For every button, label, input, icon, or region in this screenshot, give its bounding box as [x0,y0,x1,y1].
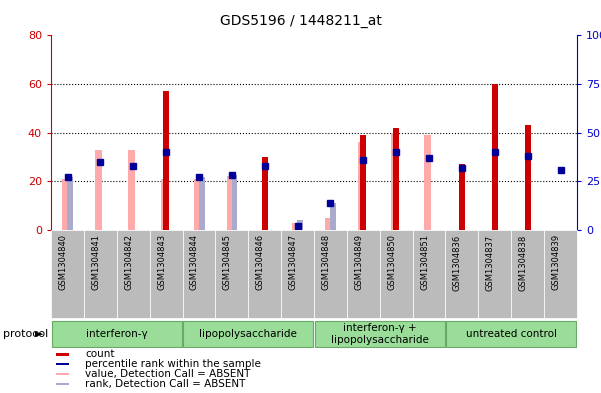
Text: protocol: protocol [3,329,48,339]
Bar [347,230,380,318]
Bar [231,175,237,230]
Bar [163,91,169,230]
Text: GSM1304838: GSM1304838 [519,234,528,290]
Bar [95,150,102,230]
Text: GDS5196 / 1448211_at: GDS5196 / 1448211_at [219,14,382,28]
Bar [413,230,445,318]
Bar [478,230,511,318]
Text: GSM1304846: GSM1304846 [255,234,264,290]
Bar [358,142,365,230]
Bar [194,179,201,230]
Bar [459,164,465,230]
Bar [445,230,478,318]
Bar [161,179,168,230]
Bar [51,230,84,318]
Text: lipopolysaccharide: lipopolysaccharide [200,329,297,339]
Text: value, Detection Call = ABSENT: value, Detection Call = ABSENT [85,369,251,379]
Bar [84,230,117,318]
Text: ►: ► [35,329,43,339]
Text: untreated control: untreated control [466,329,557,339]
Text: GSM1304848: GSM1304848 [322,234,331,290]
Bar [56,383,69,385]
Bar [325,218,332,230]
FancyBboxPatch shape [315,321,445,347]
Text: GSM1304847: GSM1304847 [288,234,297,290]
Text: GSM1304851: GSM1304851 [420,234,429,290]
Bar [183,230,215,318]
Bar [511,230,544,318]
FancyBboxPatch shape [183,321,313,347]
Text: rank, Detection Call = ABSENT: rank, Detection Call = ABSENT [85,379,246,389]
Bar [56,353,69,356]
Bar [281,230,314,318]
Text: GSM1304841: GSM1304841 [91,234,100,290]
Bar [330,203,336,230]
Text: GSM1304837: GSM1304837 [486,234,495,290]
Bar [492,84,498,230]
Text: GSM1304850: GSM1304850 [387,234,396,290]
Bar [215,230,248,318]
Bar [391,132,398,230]
FancyBboxPatch shape [446,321,576,347]
Bar [544,230,577,318]
Bar [262,157,267,230]
Text: interferon-γ +
lipopolysaccharide: interferon-γ + lipopolysaccharide [331,323,429,345]
Bar [292,222,299,230]
Text: GSM1304836: GSM1304836 [453,234,462,290]
Text: GSM1304840: GSM1304840 [58,234,67,290]
Text: GSM1304845: GSM1304845 [223,234,232,290]
Bar [525,125,531,230]
Text: GSM1304842: GSM1304842 [124,234,133,290]
Text: GSM1304843: GSM1304843 [157,234,166,290]
Bar [67,177,73,230]
Text: GSM1304839: GSM1304839 [552,234,561,290]
Bar [424,135,431,230]
Bar [380,230,413,318]
Text: count: count [85,349,115,360]
Text: GSM1304849: GSM1304849 [355,234,364,290]
Bar [248,230,281,318]
Bar [227,176,234,230]
Bar [117,230,150,318]
Bar [56,363,69,365]
Bar [128,150,135,230]
Text: interferon-γ: interferon-γ [86,329,148,339]
Bar [56,373,69,375]
Text: GSM1304844: GSM1304844 [190,234,199,290]
Bar [314,230,347,318]
Text: percentile rank within the sample: percentile rank within the sample [85,359,261,369]
Bar [297,220,303,230]
FancyBboxPatch shape [52,321,182,347]
Bar [199,177,204,230]
Bar [63,179,70,230]
Bar [150,230,183,318]
Bar [361,135,366,230]
Bar [393,128,399,230]
